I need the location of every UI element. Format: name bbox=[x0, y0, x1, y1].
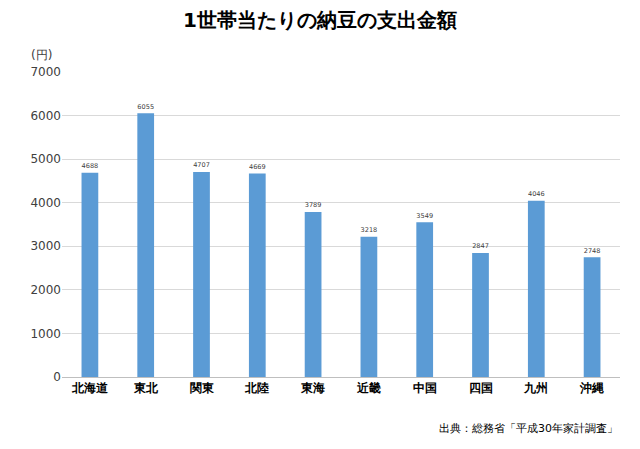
svg-text:5000: 5000 bbox=[30, 152, 61, 166]
svg-text:沖縄: 沖縄 bbox=[579, 381, 604, 395]
svg-text:4000: 4000 bbox=[30, 196, 61, 210]
svg-text:4707: 4707 bbox=[193, 161, 210, 169]
svg-text:4669: 4669 bbox=[249, 163, 266, 171]
svg-text:関東: 関東 bbox=[190, 381, 215, 395]
svg-text:出典：総務省「平成30年家計調査」: 出典：総務省「平成30年家計調査」 bbox=[439, 422, 618, 435]
svg-text:2000: 2000 bbox=[30, 283, 61, 297]
svg-text:四国: 四国 bbox=[469, 381, 493, 395]
svg-text:2748: 2748 bbox=[584, 247, 601, 255]
svg-text:7000: 7000 bbox=[30, 65, 61, 79]
svg-text:中国: 中国 bbox=[413, 381, 437, 395]
svg-text:1世帯当たりの納豆の支出金額: 1世帯当たりの納豆の支出金額 bbox=[183, 8, 457, 32]
svg-text:九州: 九州 bbox=[523, 381, 548, 395]
svg-text:北海道: 北海道 bbox=[71, 381, 109, 395]
svg-text:0: 0 bbox=[53, 370, 61, 384]
svg-text:6055: 6055 bbox=[137, 103, 154, 111]
svg-text:近畿: 近畿 bbox=[356, 381, 381, 395]
svg-text:東北: 東北 bbox=[133, 381, 159, 395]
svg-text:東海: 東海 bbox=[300, 381, 325, 395]
svg-text:4688: 4688 bbox=[82, 162, 99, 170]
svg-text:3000: 3000 bbox=[30, 239, 61, 253]
svg-text:1000: 1000 bbox=[30, 327, 61, 341]
svg-text:3218: 3218 bbox=[361, 226, 378, 234]
svg-text:(円): (円) bbox=[31, 48, 52, 62]
svg-text:3549: 3549 bbox=[416, 212, 433, 220]
svg-text:6000: 6000 bbox=[30, 109, 61, 123]
svg-text:4046: 4046 bbox=[528, 190, 545, 198]
svg-text:北陸: 北陸 bbox=[244, 381, 269, 395]
svg-text:3789: 3789 bbox=[305, 201, 322, 209]
svg-text:2847: 2847 bbox=[472, 242, 489, 250]
